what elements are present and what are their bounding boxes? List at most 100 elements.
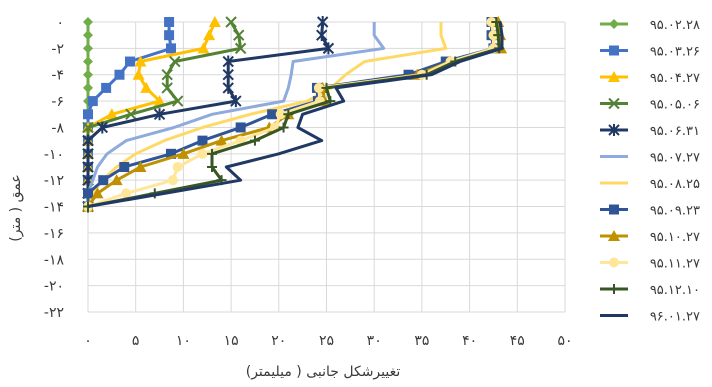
data-point <box>207 148 218 159</box>
data-point <box>197 148 208 159</box>
legend: ۹۵.۰۲.۲۸ ۹۵.۰۳.۲۶ ۹۵.۰۴.۲۷ ۹۵.۰۵.۰۶ ۹۵.۰۶.۳۱… <box>600 18 700 325</box>
legend-label: ۹۶.۰۱.۲۷ <box>650 310 700 325</box>
x-tick-label: ۲۵ <box>319 333 334 349</box>
y-tick-label: -۲ <box>51 41 64 57</box>
legend-label: ۹۵.۰۷.۲۷ <box>650 151 700 166</box>
data-point <box>233 29 245 41</box>
x-tick-label: ۴۵ <box>510 333 525 349</box>
y-tick-label: -۱۲ <box>44 173 64 189</box>
y-tick-label: -۱۴ <box>44 200 64 216</box>
y-tick-label: -۶ <box>51 94 64 110</box>
data-point <box>197 42 210 54</box>
data-point <box>91 187 104 199</box>
legend-label: ۹۵.۰۲.۲۸ <box>650 18 700 33</box>
data-point <box>101 82 112 93</box>
legend-item: ۹۵.۰۲.۲۸ <box>600 18 700 33</box>
data-point <box>82 121 94 134</box>
legend-label: ۹۵.۰۶.۳۱ <box>650 124 700 139</box>
data-point <box>83 17 93 27</box>
x-tick-label: ۳۰ <box>367 333 382 349</box>
data-point <box>82 134 94 147</box>
series-12 <box>87 21 504 208</box>
y-tick-label: -۱۶ <box>44 226 64 242</box>
data-point <box>83 30 93 41</box>
x-tick-label: ۱۵ <box>224 333 239 349</box>
data-point <box>208 16 221 27</box>
y-tick-label: ۰ <box>56 15 64 31</box>
data-point <box>110 174 123 186</box>
legend-item: ۹۵.۱۲.۱۰ <box>600 283 700 298</box>
legend-marker <box>609 19 619 29</box>
x-axis-title: تغییرشکل جانبی ( میلیمتر) <box>246 364 401 380</box>
y-axis-title: عمق ( متر) <box>8 174 24 241</box>
data-point <box>124 56 135 67</box>
data-point <box>121 188 132 199</box>
data-point <box>234 42 247 55</box>
data-point <box>83 43 93 54</box>
legend-item: ۹۵.۱۱.۲۷ <box>600 257 700 272</box>
data-point <box>249 135 260 146</box>
data-point <box>222 55 234 68</box>
data-point <box>491 17 502 27</box>
legend-item: ۹۵.۰۷.۲۷ <box>600 151 700 166</box>
legend-marker <box>609 204 619 215</box>
legend-item: ۹۵.۰۹.۲۳ <box>600 204 700 219</box>
data-point <box>225 16 237 28</box>
legend-label: ۹۵.۰۹.۲۳ <box>650 204 700 219</box>
legend-item: ۹۶.۰۱.۲۷ <box>600 310 700 325</box>
data-point <box>98 175 109 186</box>
data-point <box>83 69 93 80</box>
y-tick-label: -۴ <box>51 68 64 84</box>
data-point <box>83 82 93 93</box>
legend-label: ۹۵.۰۵.۰۶ <box>650 98 700 113</box>
data-point <box>278 122 289 133</box>
data-point <box>322 42 335 55</box>
series-line <box>87 21 504 208</box>
legend-label: ۹۵.۱۲.۱۰ <box>650 283 700 298</box>
data-point <box>114 69 125 80</box>
y-tick-label: -۲۲ <box>44 305 64 321</box>
data-point <box>164 17 175 27</box>
data-point <box>172 162 183 172</box>
data-point <box>164 30 175 41</box>
data-point <box>105 108 118 120</box>
legend-label: ۹۵.۱۰.۲۷ <box>650 230 700 245</box>
series-6 <box>86 22 386 207</box>
data-point <box>275 109 286 120</box>
y-tick-label: -۱۰ <box>44 147 64 163</box>
x-tick-label: ۱۰ <box>176 333 191 349</box>
legend-label: ۹۵.۰۸.۲۵ <box>650 177 700 192</box>
series-line <box>86 22 386 207</box>
legend-label: ۹۵.۰۳.۲۶ <box>650 45 700 60</box>
data-point <box>165 43 176 54</box>
data-point <box>235 122 246 133</box>
legend-marker <box>608 97 620 110</box>
data-point <box>134 55 147 67</box>
legend-item: ۹۵.۰۴.۲۷ <box>600 71 700 86</box>
data-point <box>83 56 93 67</box>
data-point <box>153 95 166 107</box>
x-tick-label: ۵۰ <box>557 333 572 349</box>
data-point <box>207 162 218 172</box>
data-point <box>140 81 153 93</box>
x-tick-label: ۰ <box>84 333 92 349</box>
data-point <box>169 55 181 68</box>
data-point <box>132 68 145 80</box>
data-point <box>125 108 137 120</box>
data-point <box>177 147 190 159</box>
data-point <box>161 69 173 81</box>
legend-item: ۹۵.۰۵.۰۶ <box>600 98 700 113</box>
legend-item: ۹۵.۰۸.۲۵ <box>600 177 700 192</box>
data-point <box>267 109 278 120</box>
legend-marker <box>608 124 620 136</box>
data-point <box>230 95 242 108</box>
legend-label: ۹۵.۰۴.۲۷ <box>650 71 700 86</box>
data-point <box>96 121 109 134</box>
legend-item: ۹۵.۱۰.۲۷ <box>600 230 700 245</box>
data-point <box>83 109 93 120</box>
data-point <box>119 162 130 172</box>
legend-marker <box>609 284 619 294</box>
legend-marker <box>608 71 620 82</box>
